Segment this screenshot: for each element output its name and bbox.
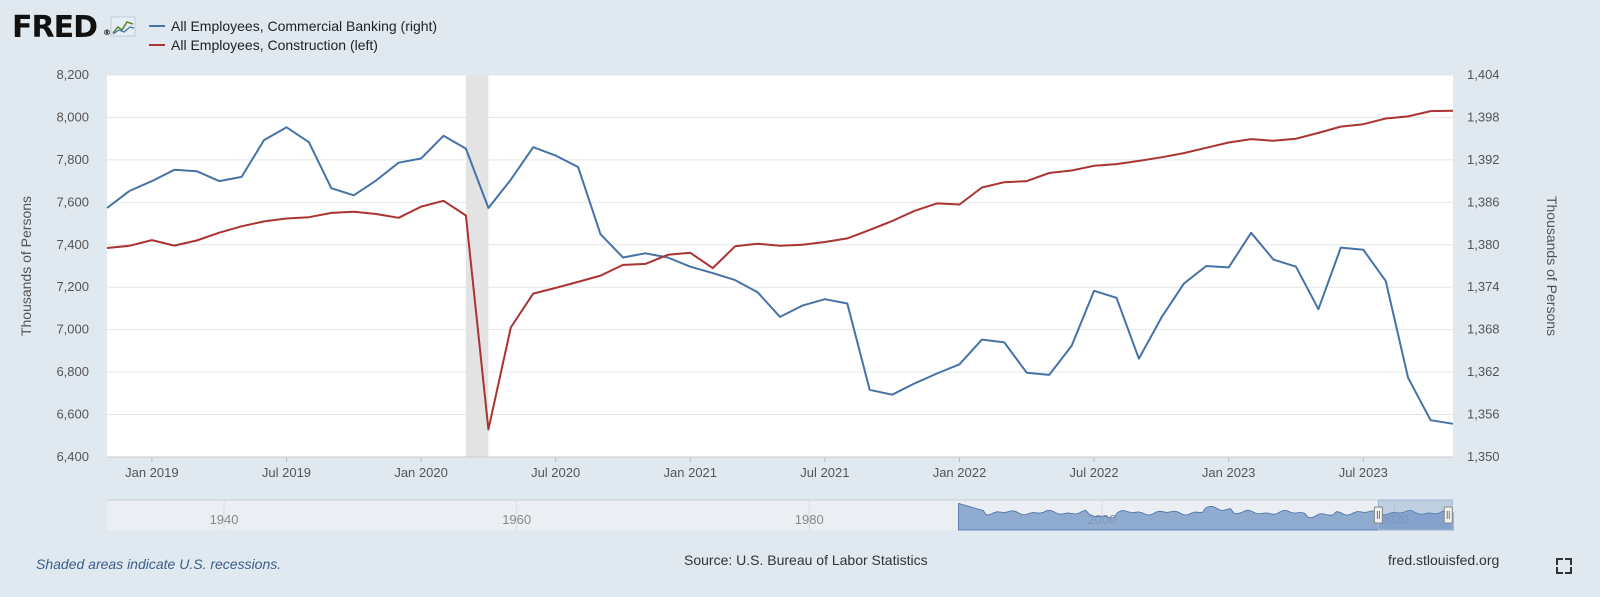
right-tick-label: 1,374 — [1467, 279, 1500, 294]
legend: All Employees, Commercial Banking (right… — [149, 18, 437, 53]
left-tick-label: 7,000 — [56, 322, 89, 337]
recession-band — [465, 75, 489, 457]
x-tick-label: Jan 2023 — [1202, 465, 1256, 480]
legend-label: All Employees, Commercial Banking (right… — [171, 18, 437, 34]
x-tick-label: Jan 2022 — [933, 465, 987, 480]
left-tick-label: 7,400 — [56, 237, 89, 252]
recession-note: Shaded areas indicate U.S. recessions. — [36, 556, 282, 572]
x-tick-label: Jul 2019 — [262, 465, 311, 480]
x-tick-label: Jul 2023 — [1339, 465, 1388, 480]
line-graph-icon — [110, 16, 136, 37]
logo-text: FRED — [12, 10, 97, 45]
series-line — [106, 109, 1454, 431]
recession-shading — [465, 75, 489, 457]
x-tick-label: Jan 2019 — [125, 465, 179, 480]
right-tick-label: 1,350 — [1467, 449, 1500, 464]
logo-registered-mark: ® — [103, 28, 111, 37]
right-tick-label: 1,362 — [1467, 364, 1500, 379]
fred-logo[interactable]: FRED ® — [12, 10, 136, 45]
plot-area — [107, 75, 1453, 457]
x-tick-label: Jul 2021 — [800, 465, 849, 480]
right-tick-label: 1,368 — [1467, 322, 1500, 337]
right-axis-ticks: 1,350 1,356 1,362 1,368 1,374 1,380 1,386 1,392… — [1467, 67, 1500, 464]
site-link[interactable]: fred.stlouisfed.org — [1388, 552, 1500, 568]
fullscreen-icon[interactable] — [1556, 558, 1572, 574]
source-text: Source: U.S. Bureau of Labor Statistics — [684, 552, 928, 568]
left-tick-label: 7,800 — [56, 152, 89, 167]
navigator-tick-label: 1980 — [795, 512, 824, 527]
x-axis-ticks: Jan 2019 Jul 2019 Jan 2020 Jul 2020 Jan 2021… — [107, 456, 1453, 480]
navigator-tick-label: 1960 — [502, 512, 531, 527]
series-layer — [106, 109, 1454, 431]
range-navigator[interactable]: 19401960198020002020 — [107, 499, 1454, 531]
left-axis-title: Thousands of Persons — [18, 196, 34, 336]
x-tick-label: Jan 2020 — [394, 465, 448, 480]
right-tick-label: 1,392 — [1467, 152, 1500, 167]
x-tick-label: Jan 2021 — [664, 465, 718, 480]
legend-item-commercial-banking[interactable]: All Employees, Commercial Banking (right… — [149, 18, 437, 34]
right-tick-label: 1,380 — [1467, 237, 1500, 252]
left-tick-label: 7,200 — [56, 279, 89, 294]
x-tick-label: Jul 2022 — [1069, 465, 1118, 480]
series-line — [106, 126, 1454, 425]
left-tick-label: 7,600 — [56, 194, 89, 209]
legend-item-construction[interactable]: All Employees, Construction (left) — [149, 37, 378, 53]
right-tick-label: 1,356 — [1467, 407, 1500, 422]
right-axis-title: Thousands of Persons — [1544, 196, 1560, 336]
right-tick-label: 1,398 — [1467, 109, 1500, 124]
navigator-selection[interactable] — [1377, 499, 1453, 531]
left-tick-label: 6,400 — [56, 449, 89, 464]
right-tick-label: 1,404 — [1467, 67, 1500, 82]
x-tick-label: Jul 2020 — [531, 465, 580, 480]
right-tick-label: 1,386 — [1467, 194, 1500, 209]
left-tick-label: 6,600 — [56, 407, 89, 422]
left-tick-label: 8,200 — [56, 67, 89, 82]
navigator-handle-left[interactable] — [1373, 506, 1383, 524]
navigator-handle-right[interactable] — [1443, 506, 1453, 524]
left-axis-ticks: 6,400 6,600 6,800 7,000 7,200 7,400 7,600 7,800… — [56, 67, 89, 464]
left-tick-label: 6,800 — [56, 364, 89, 379]
legend-label: All Employees, Construction (left) — [171, 37, 378, 53]
navigator-tick-label: 1940 — [210, 512, 239, 527]
left-tick-label: 8,000 — [56, 109, 89, 124]
